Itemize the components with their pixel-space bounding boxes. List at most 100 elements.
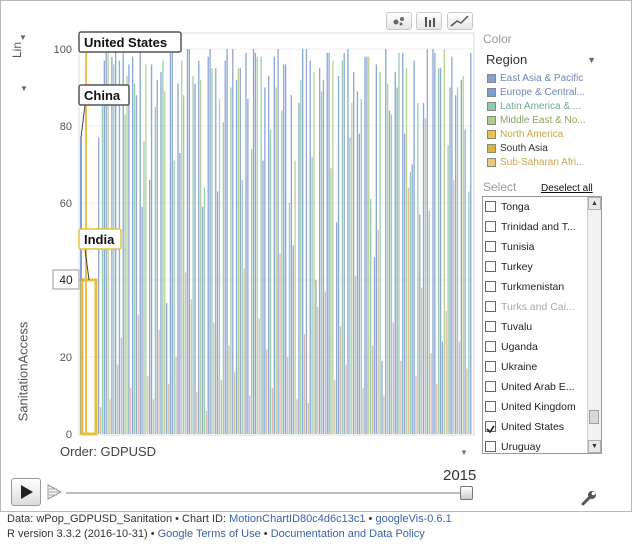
data-bar[interactable] (466, 368, 468, 434)
legend-item[interactable]: Latin America & ... (487, 100, 599, 114)
country-item[interactable]: Trinidad and T... (485, 218, 585, 236)
data-bar[interactable] (241, 179, 243, 434)
data-bar[interactable] (235, 79, 238, 435)
data-bar[interactable] (458, 341, 461, 434)
data-bar[interactable] (205, 410, 207, 434)
scale-toggle[interactable]: Lin ▼ (10, 33, 35, 69)
data-bar[interactable] (326, 52, 328, 434)
country-item[interactable]: Ukraine (485, 358, 585, 376)
chart-id-link[interactable]: MotionChartID80c4d6c13c1 (229, 513, 366, 525)
data-bar[interactable] (447, 145, 449, 434)
data-bar[interactable] (198, 60, 200, 435)
data-bar[interactable] (275, 87, 277, 435)
data-bar[interactable] (390, 114, 393, 434)
data-bar[interactable] (220, 380, 223, 434)
country-item[interactable]: Uruguay (485, 438, 585, 453)
data-bar[interactable] (377, 229, 379, 434)
data-bar[interactable] (405, 68, 408, 434)
data-bar[interactable] (141, 206, 143, 434)
data-bar[interactable] (99, 407, 102, 434)
data-bar[interactable] (462, 75, 464, 434)
data-bar[interactable] (453, 179, 455, 434)
data-bar[interactable] (434, 52, 436, 434)
data-bar[interactable] (266, 349, 268, 434)
legend-item[interactable]: South Asia (487, 142, 599, 156)
data-bar[interactable] (179, 152, 181, 434)
play-button[interactable] (11, 478, 41, 506)
country-checkbox[interactable] (485, 361, 496, 372)
data-bar[interactable] (215, 68, 217, 434)
data-bar[interactable] (383, 395, 385, 435)
data-bar[interactable] (470, 52, 472, 434)
deselect-all-link[interactable]: Deselect all (541, 183, 593, 194)
country-checkbox[interactable] (485, 201, 496, 212)
data-bar[interactable] (201, 206, 204, 434)
order-dropdown-arrow-icon[interactable]: ▼ (460, 448, 468, 457)
country-item[interactable]: United States (485, 418, 585, 436)
data-bar[interactable] (196, 391, 198, 434)
wrench-icon[interactable] (580, 489, 598, 507)
data-bar[interactable] (147, 376, 149, 434)
data-bar[interactable] (186, 49, 189, 434)
country-item[interactable]: United Arab E... (485, 378, 585, 396)
data-bar[interactable] (413, 60, 415, 435)
data-bar[interactable] (249, 395, 251, 435)
data-bar[interactable] (436, 383, 438, 434)
country-item[interactable]: Tonga (485, 198, 585, 216)
data-bar[interactable] (203, 187, 206, 434)
country-list[interactable]: Tonga Trinidad and T... Tunisia Turkey Turkm… (482, 196, 602, 454)
data-bar[interactable] (133, 83, 136, 435)
docs-link[interactable]: Documentation and Data Policy (270, 528, 425, 540)
data-bar[interactable] (305, 49, 308, 434)
data-bar[interactable] (334, 380, 336, 434)
data-bar[interactable] (181, 60, 183, 435)
data-bar[interactable] (184, 272, 187, 434)
data-bar[interactable] (245, 52, 247, 434)
data-bar[interactable] (381, 360, 383, 434)
data-bar[interactable] (164, 91, 166, 434)
data-bar[interactable] (130, 387, 132, 434)
callout-box[interactable] (78, 84, 130, 106)
data-bar[interactable] (349, 137, 351, 435)
data-bar[interactable] (288, 203, 291, 434)
data-bar[interactable] (124, 114, 126, 434)
data-bar[interactable] (311, 156, 313, 435)
data-bar[interactable] (430, 353, 432, 434)
data-bar[interactable] (351, 102, 353, 435)
data-bar[interactable] (101, 99, 104, 435)
data-bar[interactable] (392, 322, 394, 434)
data-bar[interactable] (194, 83, 196, 435)
data-bar[interactable] (98, 137, 100, 435)
data-bar[interactable] (407, 187, 410, 434)
data-bar[interactable] (171, 52, 173, 434)
data-bar[interactable] (149, 179, 151, 434)
data-bar[interactable] (394, 72, 396, 434)
data-bar[interactable] (283, 64, 285, 435)
data-bar[interactable] (456, 87, 459, 435)
country-checkbox[interactable] (485, 321, 496, 332)
data-bar[interactable] (145, 64, 147, 435)
country-item[interactable]: Tuvalu (485, 318, 585, 336)
data-bar[interactable] (169, 52, 172, 434)
country-checkbox[interactable] (485, 381, 496, 392)
data-bar[interactable] (375, 64, 377, 435)
data-bar[interactable] (356, 91, 359, 434)
data-bar[interactable] (160, 72, 162, 434)
data-bar[interactable] (319, 68, 321, 434)
data-bar[interactable] (439, 68, 442, 434)
data-bar[interactable] (192, 75, 194, 434)
data-bar[interactable] (332, 60, 334, 435)
data-bar[interactable] (379, 72, 381, 434)
timeline-handle[interactable] (460, 486, 473, 500)
data-bar[interactable] (120, 337, 122, 434)
data-bar[interactable] (252, 49, 255, 434)
data-bar[interactable] (116, 364, 119, 434)
data-bar[interactable] (154, 106, 156, 434)
data-bar[interactable] (132, 56, 134, 434)
data-bar[interactable] (211, 68, 213, 434)
data-bar[interactable] (449, 87, 451, 435)
data-bar[interactable] (313, 72, 315, 434)
data-bar[interactable] (217, 191, 219, 434)
data-bar[interactable] (373, 256, 376, 434)
data-bar[interactable] (421, 287, 423, 434)
